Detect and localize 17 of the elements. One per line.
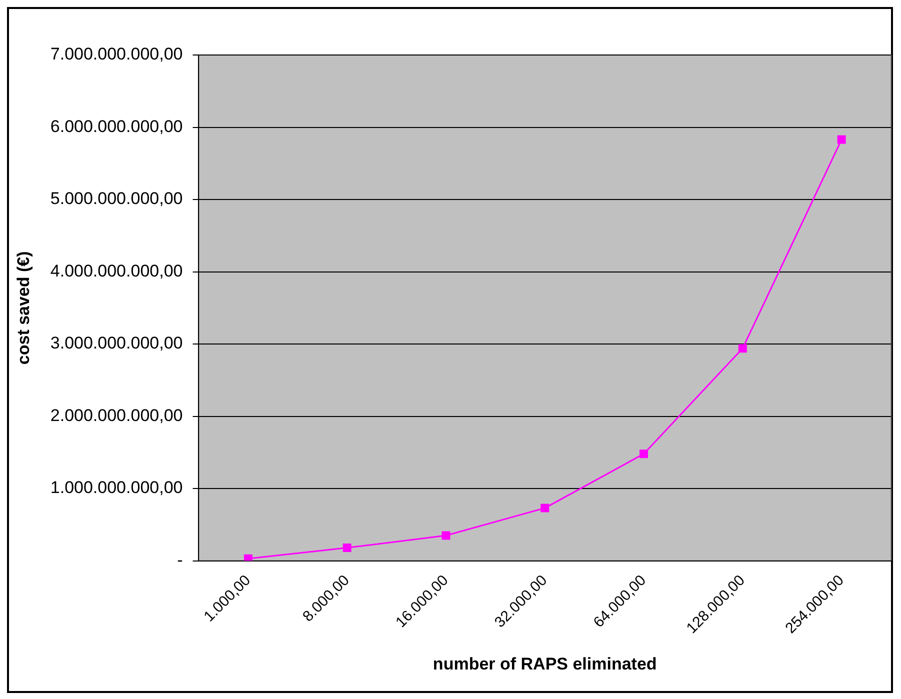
- y-tick-label: 3.000.000.000,00: [50, 334, 183, 353]
- point: [442, 531, 450, 540]
- point: [640, 450, 648, 458]
- y-tick-label: -: [177, 550, 183, 570]
- y-tick-label: 6.000.000.000,00: [50, 116, 183, 136]
- x-axis-title: number of RAPS eliminated: [432, 654, 657, 674]
- y-tick-label: 1.000.000.000,00: [50, 478, 183, 498]
- y-tick-label: 5.000.000.000,00: [50, 189, 183, 208]
- point: [540, 504, 550, 512]
- y-tick-label: 4.000.000.000,00: [50, 261, 183, 280]
- point: [738, 344, 747, 353]
- y-axis-title: cost saved (€): [14, 251, 33, 365]
- point: [244, 554, 252, 561]
- y-tick-label: 2.000.000.000,00: [50, 406, 183, 425]
- point: [342, 544, 352, 552]
- point: [837, 135, 846, 144]
- y-tick-label: 7.000.000.000,00: [50, 44, 183, 64]
